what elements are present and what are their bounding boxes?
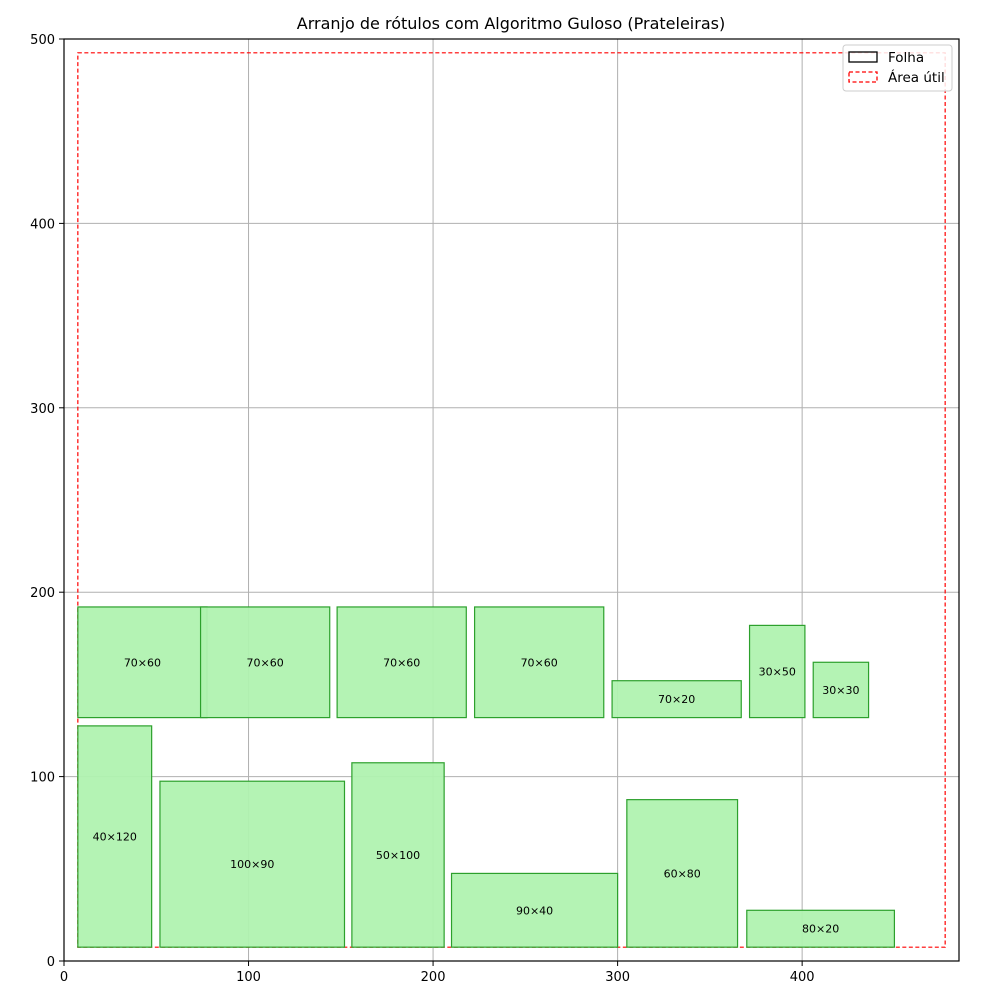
chart-title: Arranjo de rótulos com Algoritmo Guloso … [297, 14, 725, 33]
labels-layer: 40×120 100×90 50×100 90×40 60×80 80×20 70×60 70… [77, 606, 896, 948]
label-rect-text: 70×20 [658, 693, 695, 706]
label-rect [159, 780, 346, 948]
x-tick-label: 100 [236, 970, 261, 985]
legend-box [842, 44, 953, 92]
legend-label: Área útil [888, 69, 945, 86]
label-rect-text: 50×100 [376, 849, 420, 862]
y-tick-label: 400 [30, 217, 55, 232]
x-tick-label: 0 [60, 970, 68, 985]
legend-swatch [848, 71, 878, 83]
label-rect-text: 60×80 [664, 867, 701, 880]
label-rect [812, 661, 870, 719]
label-rect-text: 30×30 [822, 684, 859, 697]
y-tick-label: 100 [30, 771, 55, 786]
label-rect [351, 762, 445, 948]
label-rect-text: 80×20 [802, 923, 839, 936]
legend: Folha Área útil [842, 44, 953, 92]
label-rect [748, 624, 806, 719]
label-rect [77, 725, 153, 948]
label-rect [746, 909, 896, 948]
legend-label: Folha [888, 50, 924, 66]
label-rect-text: 90×40 [516, 904, 553, 917]
y-tick-label: 500 [30, 33, 55, 48]
label-rect [77, 606, 208, 719]
label-rect [473, 606, 605, 719]
x-tick-label: 200 [421, 970, 446, 985]
label-rect [450, 872, 619, 948]
label-rect-text: 70×60 [247, 656, 284, 669]
label-rect [626, 799, 739, 948]
x-tick-label: 400 [790, 970, 815, 985]
legend-swatch [848, 51, 878, 63]
x-tick-label: 300 [605, 970, 630, 985]
y-tick-label: 0 [47, 955, 55, 970]
y-tick-label: 300 [30, 402, 55, 417]
label-rect [336, 606, 467, 719]
label-rect-text: 70×60 [521, 656, 558, 669]
label-rect-text: 70×60 [383, 656, 420, 669]
label-rect-text: 70×60 [124, 656, 161, 669]
label-rect [611, 680, 742, 719]
label-rect-text: 100×90 [230, 858, 274, 871]
label-rect-text: 40×120 [93, 831, 137, 844]
y-tick-label: 200 [30, 586, 55, 601]
label-rect-text: 30×50 [759, 665, 796, 678]
usable-area-layer [77, 52, 946, 948]
usable-area-rect [77, 52, 946, 948]
label-rect [199, 606, 331, 719]
axes-layer: 0 100 200 300 400 0 100 200 300 400 500 [30, 33, 960, 985]
sheet-border [63, 38, 960, 962]
